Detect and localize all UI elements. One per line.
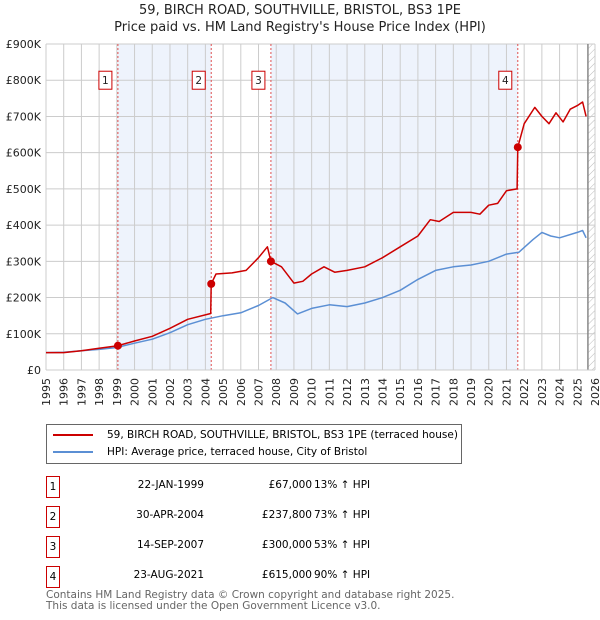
x-tick-label: 2000: [129, 378, 142, 406]
legend: 59, BIRCH ROAD, SOUTHVILLE, BRISTOL, BS3…: [46, 424, 462, 464]
x-tick-label: 1996: [58, 378, 71, 406]
sale-date: 22-JAN-1999: [137, 479, 204, 491]
sale-point: [207, 279, 216, 288]
legend-item-property: 59, BIRCH ROAD, SOUTHVILLE, BRISTOL, BS3…: [53, 429, 458, 441]
sale-badge-number: 1: [102, 75, 109, 87]
x-tick-label: 2002: [164, 378, 177, 406]
x-tick-label: 2003: [182, 378, 195, 406]
legend-swatch-red: [53, 434, 93, 436]
x-tick-label: 1997: [75, 378, 88, 406]
y-tick-label: £200K: [6, 292, 42, 305]
sale-marker-badge: 4: [46, 566, 60, 588]
sale-badge: 2: [191, 70, 206, 90]
sale-point: [113, 341, 122, 350]
sale-badge-box: [191, 70, 206, 90]
sale-price: £615,000: [261, 569, 312, 581]
y-tick-label: £900K: [6, 38, 42, 51]
sale-date: 23-AUG-2021: [133, 569, 204, 581]
sale-marker-badge: 1: [46, 476, 60, 498]
sale-badge-box: [498, 70, 513, 90]
sale-date: 30-APR-2004: [136, 509, 204, 521]
y-tick-label: £600K: [6, 147, 42, 160]
sale-hpi-change: 90% ↑ HPI: [314, 569, 371, 581]
sale-hpi-change: 13% ↑ HPI: [314, 479, 371, 491]
shade-region: [270, 44, 518, 370]
sale-hpi-change: 73% ↑ HPI: [314, 509, 371, 521]
x-tick-label: 2022: [518, 378, 531, 406]
sale-badge: 4: [498, 70, 513, 90]
legend-item-hpi: HPI: Average price, terraced house, City…: [53, 446, 367, 458]
sale-badge-number: 2: [195, 75, 202, 87]
y-tick-label: £0: [27, 364, 41, 377]
sale-date: 14-SEP-2007: [136, 539, 204, 551]
legend-label: 59, BIRCH ROAD, SOUTHVILLE, BRISTOL, BS3…: [107, 429, 458, 441]
x-tick-label: 2023: [536, 378, 549, 406]
x-tick-label: 2007: [253, 378, 266, 406]
x-tick-label: 2016: [412, 378, 425, 406]
x-tick-label: 2008: [270, 378, 283, 406]
legend-label: HPI: Average price, terraced house, City…: [107, 446, 368, 458]
sale-price: £300,000: [261, 539, 312, 551]
sale-badge-box: [251, 70, 266, 90]
sale-price: £67,000: [268, 479, 312, 491]
x-tick-label: 2017: [430, 378, 443, 406]
y-tick-label: £500K: [6, 183, 42, 196]
x-tick-label: 2018: [447, 378, 460, 406]
sale-badge: 3: [251, 70, 266, 90]
sale-badge-number: 4: [502, 75, 509, 87]
x-tick-label: 2004: [199, 378, 212, 406]
sale-point: [266, 257, 275, 266]
sale-marker-badge: 2: [46, 506, 60, 528]
footer-copyright: Contains HM Land Registry data © Crown c…: [46, 589, 455, 601]
sale-hpi-change: 53% ↑ HPI: [314, 539, 371, 551]
y-tick-label: £300K: [6, 255, 42, 268]
price-chart: 1995 1996 1997 1998 1999 2000 2001 2002 2003 2004…: [6, 38, 600, 406]
y-tick-label: £800K: [6, 74, 42, 87]
x-tick-label: 2005: [217, 378, 230, 406]
x-tick-label: 2012: [341, 378, 354, 406]
x-tick-label: 2014: [376, 378, 389, 406]
x-tick-label: 2001: [146, 378, 159, 406]
footer: Contains HM Land Registry data © Crown c…: [46, 590, 454, 612]
x-tick-label: 2025: [571, 378, 584, 406]
x-tick-label: 2015: [394, 378, 407, 406]
footer-licence: This data is licensed under the Open Gov…: [46, 600, 381, 612]
x-tick-label: 2013: [359, 378, 372, 406]
y-tick-label: £700K: [6, 110, 42, 123]
sale-point: [513, 143, 522, 152]
x-tick-label: 1995: [40, 378, 53, 406]
sale-badge-number: 3: [255, 75, 262, 87]
shade-region: [117, 44, 212, 370]
x-tick-label: 1998: [93, 378, 106, 406]
y-tick-label: £400K: [6, 219, 42, 232]
x-tick-label: 2009: [288, 378, 301, 406]
x-tick-label: 2021: [500, 378, 513, 406]
x-tick-label: 2006: [235, 378, 248, 406]
sale-badge-box: [98, 70, 113, 90]
sale-badge: 1: [98, 70, 113, 90]
legend-swatch-blue: [53, 451, 93, 453]
x-tick-label: 2019: [465, 378, 478, 406]
x-tick-label: 2010: [306, 378, 319, 406]
x-tick-label: 2011: [323, 378, 336, 406]
future-hatch: [587, 44, 595, 370]
chart-subtitle: Price paid vs. HM Land Registry's House …: [114, 20, 486, 35]
y-tick-label: £100K: [6, 328, 42, 341]
hpi-line: [45, 229, 587, 354]
x-tick-label: 2024: [554, 378, 567, 406]
sale-price: £237,800: [261, 509, 312, 521]
sale-marker-badge: 3: [46, 536, 60, 558]
property-price-line: [46, 101, 587, 354]
chart-title: 59, BIRCH ROAD, SOUTHVILLE, BRISTOL, BS3…: [139, 3, 461, 18]
x-tick-label: 2026: [589, 378, 600, 406]
x-tick-label: 1999: [111, 378, 124, 406]
x-tick-label: 2020: [483, 378, 496, 406]
